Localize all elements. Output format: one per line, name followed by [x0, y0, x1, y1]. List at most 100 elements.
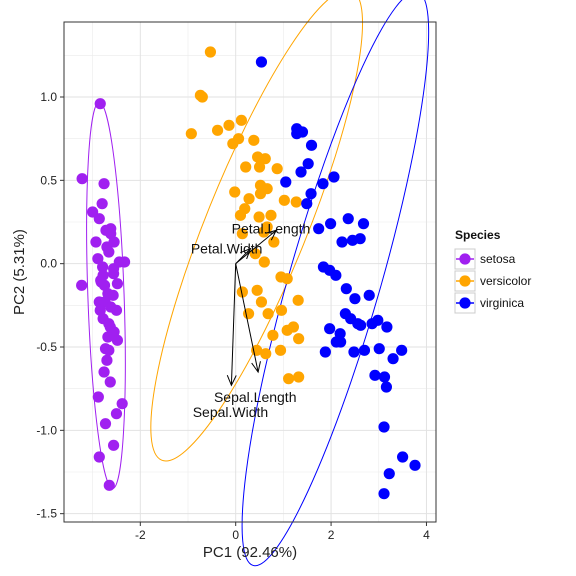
y-tick-label: 1.0: [40, 90, 57, 104]
point-versicolor: [253, 161, 266, 173]
point-setosa: [104, 376, 116, 388]
point-setosa: [92, 391, 104, 403]
point-versicolor: [242, 308, 255, 320]
arrow-head: [226, 374, 237, 387]
arrow-line: [235, 229, 277, 265]
point-setosa: [111, 334, 124, 346]
point-virginica: [295, 166, 307, 178]
axes: -2 0 2 4 -1.5 -1.0 -0.5 0.0 0.5 1.0: [36, 90, 430, 542]
point-versicolor: [283, 373, 295, 385]
point-versicolor: [253, 211, 265, 223]
point-virginica: [346, 234, 359, 246]
point-virginica: [330, 336, 342, 348]
x-tick-label: 0: [232, 528, 239, 542]
point-virginica: [378, 488, 390, 500]
point-versicolor: [278, 194, 290, 206]
point-virginica: [342, 213, 354, 225]
legend-key-point: [459, 275, 471, 287]
point-virginica: [340, 283, 352, 295]
point-versicolor: [268, 236, 280, 248]
point-virginica: [383, 468, 395, 480]
point-virginica: [378, 371, 391, 383]
point-versicolor: [290, 196, 302, 208]
arrow-head: [240, 247, 252, 260]
x-tick-label: -2: [135, 528, 146, 542]
y-axis-label: PC2 (5.31%): [11, 229, 28, 315]
point-setosa: [94, 98, 106, 110]
point-setosa: [93, 213, 105, 225]
point-virginica: [305, 188, 317, 200]
legend-key-point: [459, 297, 471, 309]
ellipse-versicolor: [150, 0, 364, 462]
point-setosa: [110, 304, 123, 316]
point-virginica: [280, 176, 292, 188]
legend-title: Species: [455, 228, 501, 242]
y-tick-label: -0.5: [36, 340, 57, 354]
point-setosa: [103, 344, 115, 356]
arrow-label: Sepal.Length: [214, 389, 297, 405]
x-axis-label: PC1 (92.46%): [203, 544, 297, 561]
legend: Species setosa versicolor virginica: [454, 228, 531, 314]
point-virginica: [363, 289, 375, 301]
point-setosa: [76, 173, 88, 185]
ellipse-virginica: [241, 0, 430, 567]
point-versicolor: [204, 46, 217, 58]
point-virginica: [325, 218, 337, 230]
point-setosa: [108, 263, 120, 275]
point-versicolor: [292, 294, 304, 306]
point-setosa: [98, 366, 110, 378]
y-tick-label: -1.5: [36, 507, 57, 521]
point-virginica: [352, 318, 364, 330]
arrow-label: Petal.Width: [191, 241, 263, 257]
legend-entry-setosa: setosa: [480, 252, 516, 266]
point-virginica: [334, 328, 346, 340]
point-setosa: [107, 289, 119, 301]
point-versicolor: [258, 226, 270, 238]
point-virginica: [378, 421, 390, 433]
arrow-head: [265, 229, 278, 241]
point-setosa: [105, 223, 117, 235]
point-versicolor: [265, 209, 277, 221]
point-setosa: [90, 236, 102, 248]
point-setosa: [116, 398, 128, 410]
point-virginica: [358, 344, 371, 356]
point-versicolor: [227, 138, 239, 150]
point-virginica: [305, 139, 318, 151]
point-versicolor: [259, 153, 271, 165]
point-versicolor: [229, 186, 241, 198]
point-versicolor: [274, 344, 287, 356]
point-virginica: [372, 314, 384, 326]
point-setosa: [96, 198, 108, 210]
point-virginica: [369, 369, 381, 381]
point-virginica: [328, 171, 340, 183]
point-virginica: [330, 269, 342, 281]
point-setosa: [101, 354, 113, 366]
point-versicolor: [236, 286, 248, 298]
arrow-label: Petal.Length: [232, 221, 311, 237]
point-versicolor: [243, 193, 255, 205]
point-virginica: [296, 126, 309, 138]
legend-key-point: [459, 253, 471, 265]
point-setosa: [92, 253, 104, 265]
legend-entry-versicolor: versicolor: [480, 274, 531, 288]
point-virginica: [302, 158, 314, 170]
point-versicolor: [254, 188, 267, 200]
point-setosa: [103, 246, 115, 258]
point-versicolor: [255, 296, 268, 308]
point-virginica: [319, 346, 331, 358]
point-virginica: [373, 343, 385, 355]
y-tick-label: 0.5: [40, 173, 57, 187]
point-versicolor: [281, 273, 293, 285]
grid-lines: [64, 22, 436, 522]
point-virginica: [396, 344, 408, 356]
point-virginica: [339, 308, 351, 320]
point-versicolor: [293, 371, 305, 383]
point-setosa: [118, 256, 131, 268]
point-versicolor: [223, 119, 235, 131]
arrow-head: [251, 361, 261, 374]
point-setosa: [97, 269, 109, 281]
point-versicolor: [275, 304, 288, 316]
point-versicolor: [249, 248, 261, 260]
point-virginica: [301, 198, 313, 210]
